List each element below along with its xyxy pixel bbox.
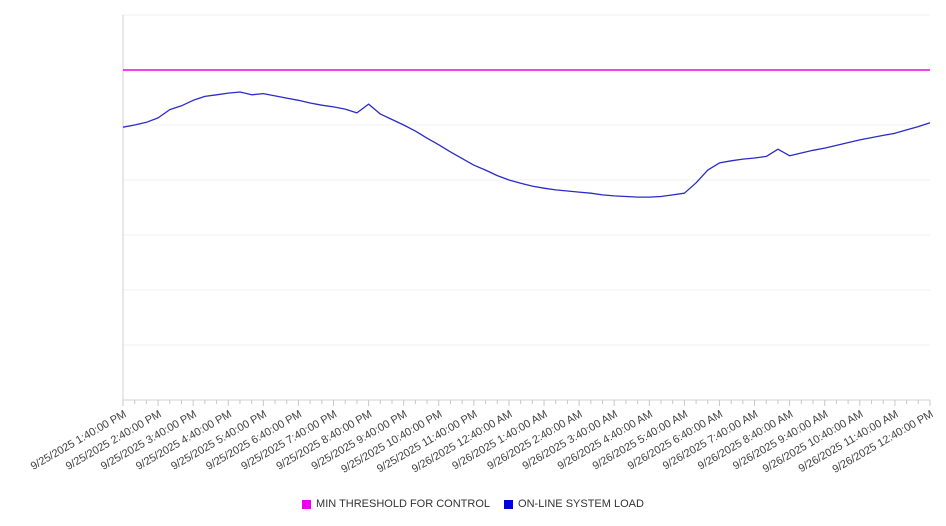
legend-item-online-system-load[interactable]: ON-LINE SYSTEM LOAD	[504, 498, 644, 510]
min-threshold-marker-icon	[302, 499, 312, 509]
chart-legend: MIN THRESHOLD FOR CONTROL ON-LINE SYSTEM…	[0, 498, 946, 510]
legend-item-min-threshold[interactable]: MIN THRESHOLD FOR CONTROL	[302, 498, 490, 510]
online-system-load-line	[122, 91, 931, 198]
legend-label-min-threshold: MIN THRESHOLD FOR CONTROL	[316, 498, 491, 510]
legend-label-online-system-load: ON-LINE SYSTEM LOAD	[518, 498, 644, 510]
online-system-load-marker-icon	[504, 499, 514, 509]
chart-svg: 9/25/2025 1:40:00 PM9/25/2025 2:40:00 PM…	[29, 14, 936, 476]
